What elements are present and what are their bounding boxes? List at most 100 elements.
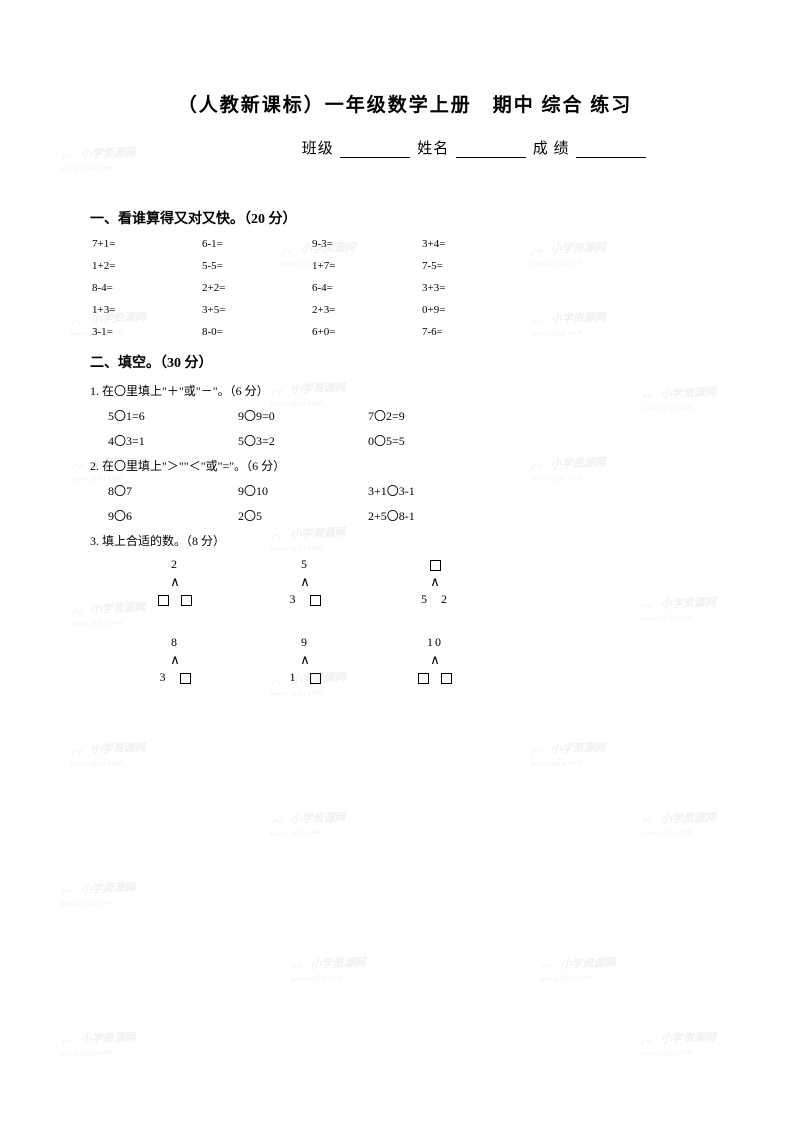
watermark: 小学资源网www.xj5u.com bbox=[640, 809, 717, 840]
calc-cell: 3-1= bbox=[92, 326, 202, 338]
calc-cell: 8-4= bbox=[92, 282, 202, 294]
tree-top: 5 bbox=[240, 557, 370, 572]
calc-cell: 0+9= bbox=[422, 304, 512, 316]
answer-box[interactable] bbox=[418, 673, 429, 684]
calc-cell: 2+3= bbox=[312, 304, 422, 316]
fill-cell: 4〇3=1 bbox=[108, 432, 238, 449]
q3-prompt: 3. 填上合适的数。（8 分） bbox=[90, 532, 720, 549]
tree-bottom: 3 bbox=[110, 670, 240, 685]
answer-box[interactable] bbox=[181, 595, 192, 606]
document-title: （人教新课标）一年级数学上册 期中 综合 练习 bbox=[90, 90, 720, 117]
answer-box[interactable] bbox=[158, 595, 169, 606]
tree-top: 2 bbox=[110, 557, 240, 572]
calc-cell: 5-5= bbox=[202, 260, 312, 272]
fill-cell: 2+5〇8-1 bbox=[368, 507, 468, 524]
number-tree: 9 ∧ 1 bbox=[240, 635, 370, 685]
calc-cell: 7-5= bbox=[422, 260, 512, 272]
tree-bottom bbox=[370, 670, 500, 685]
calc-row: 1+3=3+5=2+3=0+9= bbox=[90, 304, 720, 316]
score-label: 成 绩 bbox=[533, 141, 570, 157]
number-tree: ∧ 52 bbox=[370, 557, 500, 607]
tree-branch: ∧ bbox=[240, 652, 370, 668]
tree-top: 10 bbox=[370, 635, 500, 650]
fill-cell: 2〇5 bbox=[238, 507, 368, 524]
student-info-line: 班级 姓名 成 绩 bbox=[90, 137, 720, 158]
fill-cell: 5〇3=2 bbox=[238, 432, 368, 449]
calc-cell: 2+2= bbox=[202, 282, 312, 294]
tree-top bbox=[370, 557, 500, 572]
q1-rows: 5〇1=69〇9=07〇2=9 4〇3=15〇3=20〇5=5 bbox=[90, 407, 720, 449]
tree-row-2: 8∧39∧110∧ bbox=[110, 635, 720, 685]
answer-box[interactable] bbox=[430, 560, 441, 571]
tree-bottom: 1 bbox=[240, 670, 370, 685]
q2-rows: 8〇79〇103+1〇3-1 9〇62〇52+5〇8-1 bbox=[90, 482, 720, 524]
fill-cell: 3+1〇3-1 bbox=[368, 482, 468, 499]
tree-branch: ∧ bbox=[370, 652, 500, 668]
calc-row: 8-4=2+2=6-4=3+3= bbox=[90, 282, 720, 294]
calc-cell: 1+3= bbox=[92, 304, 202, 316]
answer-box[interactable] bbox=[310, 673, 321, 684]
calc-cell: 3+3= bbox=[422, 282, 512, 294]
watermark: 小学资源网www.xj5u.com bbox=[640, 1029, 717, 1060]
fill-cell: 9〇9=0 bbox=[238, 407, 368, 424]
calc-cell: 6-1= bbox=[202, 238, 312, 250]
tree-bottom bbox=[110, 592, 240, 607]
calc-cell: 1+7= bbox=[312, 260, 422, 272]
watermark: 小学资源网www.xj5u.com bbox=[290, 954, 367, 985]
tree-top: 9 bbox=[240, 635, 370, 650]
calc-cell: 6+0= bbox=[312, 326, 422, 338]
tree-branch: ∧ bbox=[110, 574, 240, 590]
answer-box[interactable] bbox=[441, 673, 452, 684]
calc-cell: 1+2= bbox=[92, 260, 202, 272]
answer-box[interactable] bbox=[310, 595, 321, 606]
calc-row: 1+2=5-5=1+7=7-5= bbox=[90, 260, 720, 272]
calc-table: 7+1=6-1=9-3=3+4= 1+2=5-5=1+7=7-5= 8-4=2+2=… bbox=[90, 238, 720, 338]
section2-heading: 二、填空。（30 分） bbox=[90, 352, 720, 372]
calc-cell: 3+5= bbox=[202, 304, 312, 316]
tree-bottom: 52 bbox=[370, 592, 500, 607]
tree-branch: ∧ bbox=[370, 574, 500, 590]
watermark: 小学资源网www.xj5u.com bbox=[530, 739, 607, 770]
watermark: 小学资源网www.xj5u.com bbox=[540, 954, 617, 985]
calc-row: 7+1=6-1=9-3=3+4= bbox=[90, 238, 720, 250]
tree-row-1: 2∧5∧3∧52 bbox=[110, 557, 720, 607]
calc-cell: 3+4= bbox=[422, 238, 512, 250]
name-blank[interactable] bbox=[456, 144, 526, 158]
section1-heading: 一、看谁算得又对又快。（20 分） bbox=[90, 208, 720, 228]
calc-cell: 6-4= bbox=[312, 282, 422, 294]
tree-branch: ∧ bbox=[110, 652, 240, 668]
name-label: 姓名 bbox=[417, 141, 449, 157]
watermark: 小学资源网www.xj5u.com bbox=[60, 1029, 137, 1060]
fill-cell: 8〇7 bbox=[108, 482, 238, 499]
tree-container: 2∧5∧3∧52 8∧39∧110∧ bbox=[90, 557, 720, 685]
number-tree: 2∧ bbox=[110, 557, 240, 607]
calc-cell: 8-0= bbox=[202, 326, 312, 338]
class-label: 班级 bbox=[302, 141, 334, 157]
q1-prompt: 1. 在〇里填上"＋"或"－"。（6 分） bbox=[90, 382, 720, 399]
number-tree: 5 ∧ 3 bbox=[240, 557, 370, 607]
number-tree: 8 ∧ 3 bbox=[110, 635, 240, 685]
watermark: 小学资源网www.xj5u.com bbox=[270, 809, 347, 840]
score-blank[interactable] bbox=[576, 144, 646, 158]
tree-bottom: 3 bbox=[240, 592, 370, 607]
calc-cell: 7-6= bbox=[422, 326, 512, 338]
watermark: 小学资源网www.xj5u.com bbox=[70, 739, 147, 770]
calc-row: 3-1=8-0=6+0=7-6= bbox=[90, 326, 720, 338]
calc-cell: 7+1= bbox=[92, 238, 202, 250]
fill-cell: 9〇6 bbox=[108, 507, 238, 524]
tree-top: 8 bbox=[110, 635, 240, 650]
fill-row: 4〇3=15〇3=20〇5=5 bbox=[90, 432, 720, 449]
q2-prompt: 2. 在〇里填上"＞""＜"或"="。（6 分） bbox=[90, 457, 720, 474]
fill-cell: 5〇1=6 bbox=[108, 407, 238, 424]
answer-box[interactable] bbox=[180, 673, 191, 684]
class-blank[interactable] bbox=[340, 144, 410, 158]
number-tree: 10 ∧ bbox=[370, 635, 500, 685]
fill-cell: 7〇2=9 bbox=[368, 407, 468, 424]
tree-branch: ∧ bbox=[240, 574, 370, 590]
fill-cell: 9〇10 bbox=[238, 482, 368, 499]
fill-row: 5〇1=69〇9=07〇2=9 bbox=[90, 407, 720, 424]
calc-cell: 9-3= bbox=[312, 238, 422, 250]
fill-row: 8〇79〇103+1〇3-1 bbox=[90, 482, 720, 499]
fill-cell: 0〇5=5 bbox=[368, 432, 468, 449]
watermark: 小学资源网www.xj5u.com bbox=[60, 879, 137, 910]
